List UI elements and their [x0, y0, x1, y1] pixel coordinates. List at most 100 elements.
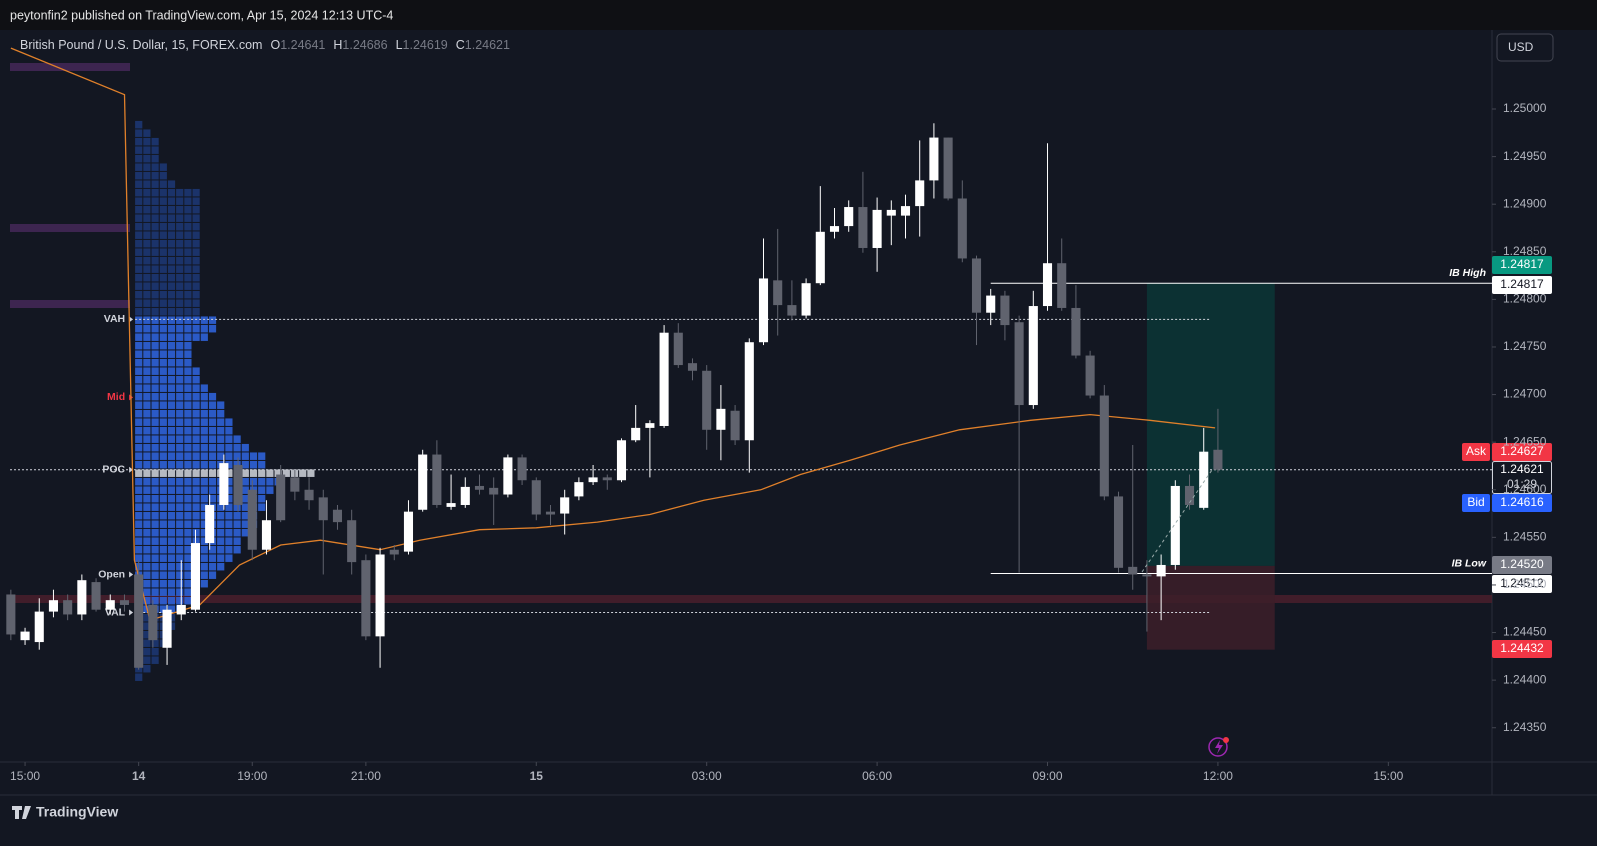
profile-cell: [225, 452, 233, 460]
profile-cell: [217, 520, 225, 528]
profile-cell: [151, 537, 159, 545]
profile-cell: [176, 460, 184, 469]
profile-cell: [151, 316, 159, 324]
profile-cell: [176, 443, 184, 452]
profile-cell: [192, 273, 200, 282]
profile-cell: [143, 146, 151, 154]
profile-cell: [151, 452, 159, 460]
profile-cell: [167, 596, 176, 605]
profile-cell: [184, 435, 192, 443]
profile-cell: [143, 511, 151, 520]
profile-cell: [143, 494, 151, 503]
candle-body: [560, 497, 570, 514]
profile-cell: [167, 426, 176, 435]
profile-cell: [159, 579, 167, 588]
profile-cell: [135, 222, 143, 231]
profile-cell: [225, 494, 233, 503]
currency[interactable]: USD: [1508, 40, 1534, 54]
profile-cell: [167, 214, 176, 222]
profile-cell: [176, 571, 184, 579]
profile-cell: [167, 248, 176, 256]
profile-cell: [151, 273, 159, 282]
profile-cell: [143, 656, 151, 664]
candle-body: [673, 332, 683, 366]
profile-cell: [192, 256, 200, 265]
profile-cell: [225, 511, 233, 520]
profile-cell: [135, 545, 143, 554]
profile-cell: [167, 180, 176, 188]
candle-body: [773, 280, 783, 306]
ib-label: IB Low: [1452, 557, 1487, 569]
currency-button[interactable]: [1496, 33, 1554, 62]
y-tick-label: 1.24800: [1503, 292, 1547, 306]
x-tick-label: 21:00: [351, 769, 381, 783]
profile-cell: [192, 384, 200, 392]
profile-cell: [241, 520, 249, 528]
candle-body: [1099, 395, 1109, 497]
x-tick-label: 15: [530, 769, 544, 783]
profile-cell: [143, 265, 151, 273]
profile-cell: [167, 520, 176, 528]
candle-body: [1000, 295, 1010, 326]
candle-body: [702, 370, 712, 430]
profile-cell: [167, 579, 176, 588]
x-tick-label: 03:00: [692, 769, 722, 783]
profile-cell: [159, 222, 167, 231]
level-marker: [129, 571, 134, 578]
alert-icon[interactable]: [1208, 737, 1228, 757]
profile-cell: [167, 205, 176, 214]
profile-cell: [159, 554, 167, 562]
profile-cell: [143, 316, 151, 324]
profile-cell: [143, 180, 151, 188]
profile-cell: [249, 469, 258, 477]
candle-body: [261, 520, 272, 550]
profile-cell: [184, 418, 192, 426]
profile-cell: [135, 554, 143, 562]
profile-cell: [143, 418, 151, 426]
x-tick-label: 15:00: [1373, 769, 1403, 783]
profile-cell: [192, 367, 200, 375]
profile-cell: [176, 214, 184, 222]
profile-cell: [159, 511, 167, 520]
profile-cell: [184, 265, 192, 273]
profile-cell: [159, 528, 167, 537]
level-label: Open: [98, 568, 125, 580]
profile-cell: [192, 426, 200, 435]
candle-body: [34, 611, 44, 643]
profile-cell: [241, 494, 249, 503]
profile-cell: [233, 511, 241, 520]
profile-cell: [241, 443, 249, 452]
badge-text: 1.24627: [1500, 444, 1544, 458]
target-zone: [1146, 283, 1275, 566]
y-tick-label: 1.24700: [1503, 387, 1547, 401]
profile-cell: [135, 324, 143, 333]
y-tick-label: 1.24500: [1503, 577, 1547, 591]
profile-cell: [143, 367, 151, 375]
profile-cell: [184, 248, 192, 256]
y-tick-label: 1.24450: [1503, 625, 1547, 639]
profile-cell: [184, 239, 192, 248]
profile-cell: [159, 350, 167, 358]
candle-body: [361, 560, 371, 637]
profile-cell: [176, 350, 184, 358]
profile-cell: [233, 528, 241, 537]
profile-cell: [176, 273, 184, 282]
profile-cell: [184, 282, 192, 290]
profile-cell: [151, 341, 159, 350]
profile-cell: [143, 188, 151, 197]
profile-cell: [167, 384, 176, 392]
candle-body: [247, 489, 257, 550]
candle-body: [176, 604, 186, 615]
badge: [1492, 443, 1552, 461]
profile-cell: [200, 401, 208, 409]
profile-cell: [176, 537, 184, 545]
candle-body: [1014, 322, 1024, 406]
profile-cell: [135, 129, 143, 137]
candle-body: [48, 600, 58, 612]
profile-cell: [167, 358, 176, 367]
profile-cell: [135, 282, 143, 290]
profile-cell: [176, 596, 184, 605]
profile-cell: [184, 307, 192, 316]
profile-cell: [167, 477, 176, 486]
